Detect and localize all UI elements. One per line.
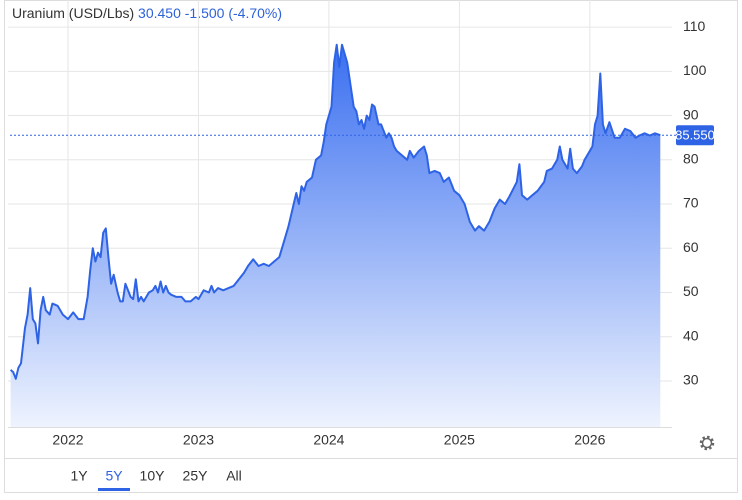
y-tick-label: 50 [683, 283, 699, 299]
x-tick-label: 2022 [52, 432, 83, 448]
range-button[interactable]: 25Y [183, 468, 209, 484]
y-tick-label: 70 [683, 195, 699, 211]
y-tick-label: 40 [683, 327, 699, 343]
x-tick-label: 2025 [444, 432, 475, 448]
x-tick-label: 2026 [574, 432, 605, 448]
price-change: -1.500 (-4.70%) [185, 5, 282, 21]
header: Uranium (USD/Lbs) 30.450 -1.500 (-4.70%) [12, 5, 282, 21]
range-bar [4, 458, 738, 493]
price-line [9, 43, 661, 380]
selected-underline [98, 488, 130, 491]
range-button[interactable]: 1Y [70, 468, 88, 484]
y-tick-label: 100 [683, 62, 707, 78]
range-button[interactable]: 5Y [105, 468, 123, 484]
instrument-name: Uranium (USD/Lbs) [12, 5, 134, 21]
area-fill [10, 44, 661, 428]
gear-teeth [699, 435, 715, 451]
range-button[interactable]: All [226, 468, 242, 484]
y-tick-label: 110 [683, 18, 706, 34]
price: 30.450 [138, 5, 181, 21]
x-tick-label: 2024 [313, 432, 344, 448]
settings-icon[interactable] [699, 435, 715, 451]
last-price-label: 85.550 [675, 128, 715, 143]
x-tick-label: 2023 [183, 432, 214, 448]
y-tick-label: 80 [683, 150, 699, 166]
y-tick-label: 30 [683, 372, 699, 388]
last-price-badge [676, 125, 714, 146]
range-button[interactable]: 10Y [140, 468, 166, 484]
y-tick-label: 90 [683, 106, 699, 122]
y-tick-label: 60 [683, 239, 699, 255]
gear-ring [701, 437, 713, 449]
